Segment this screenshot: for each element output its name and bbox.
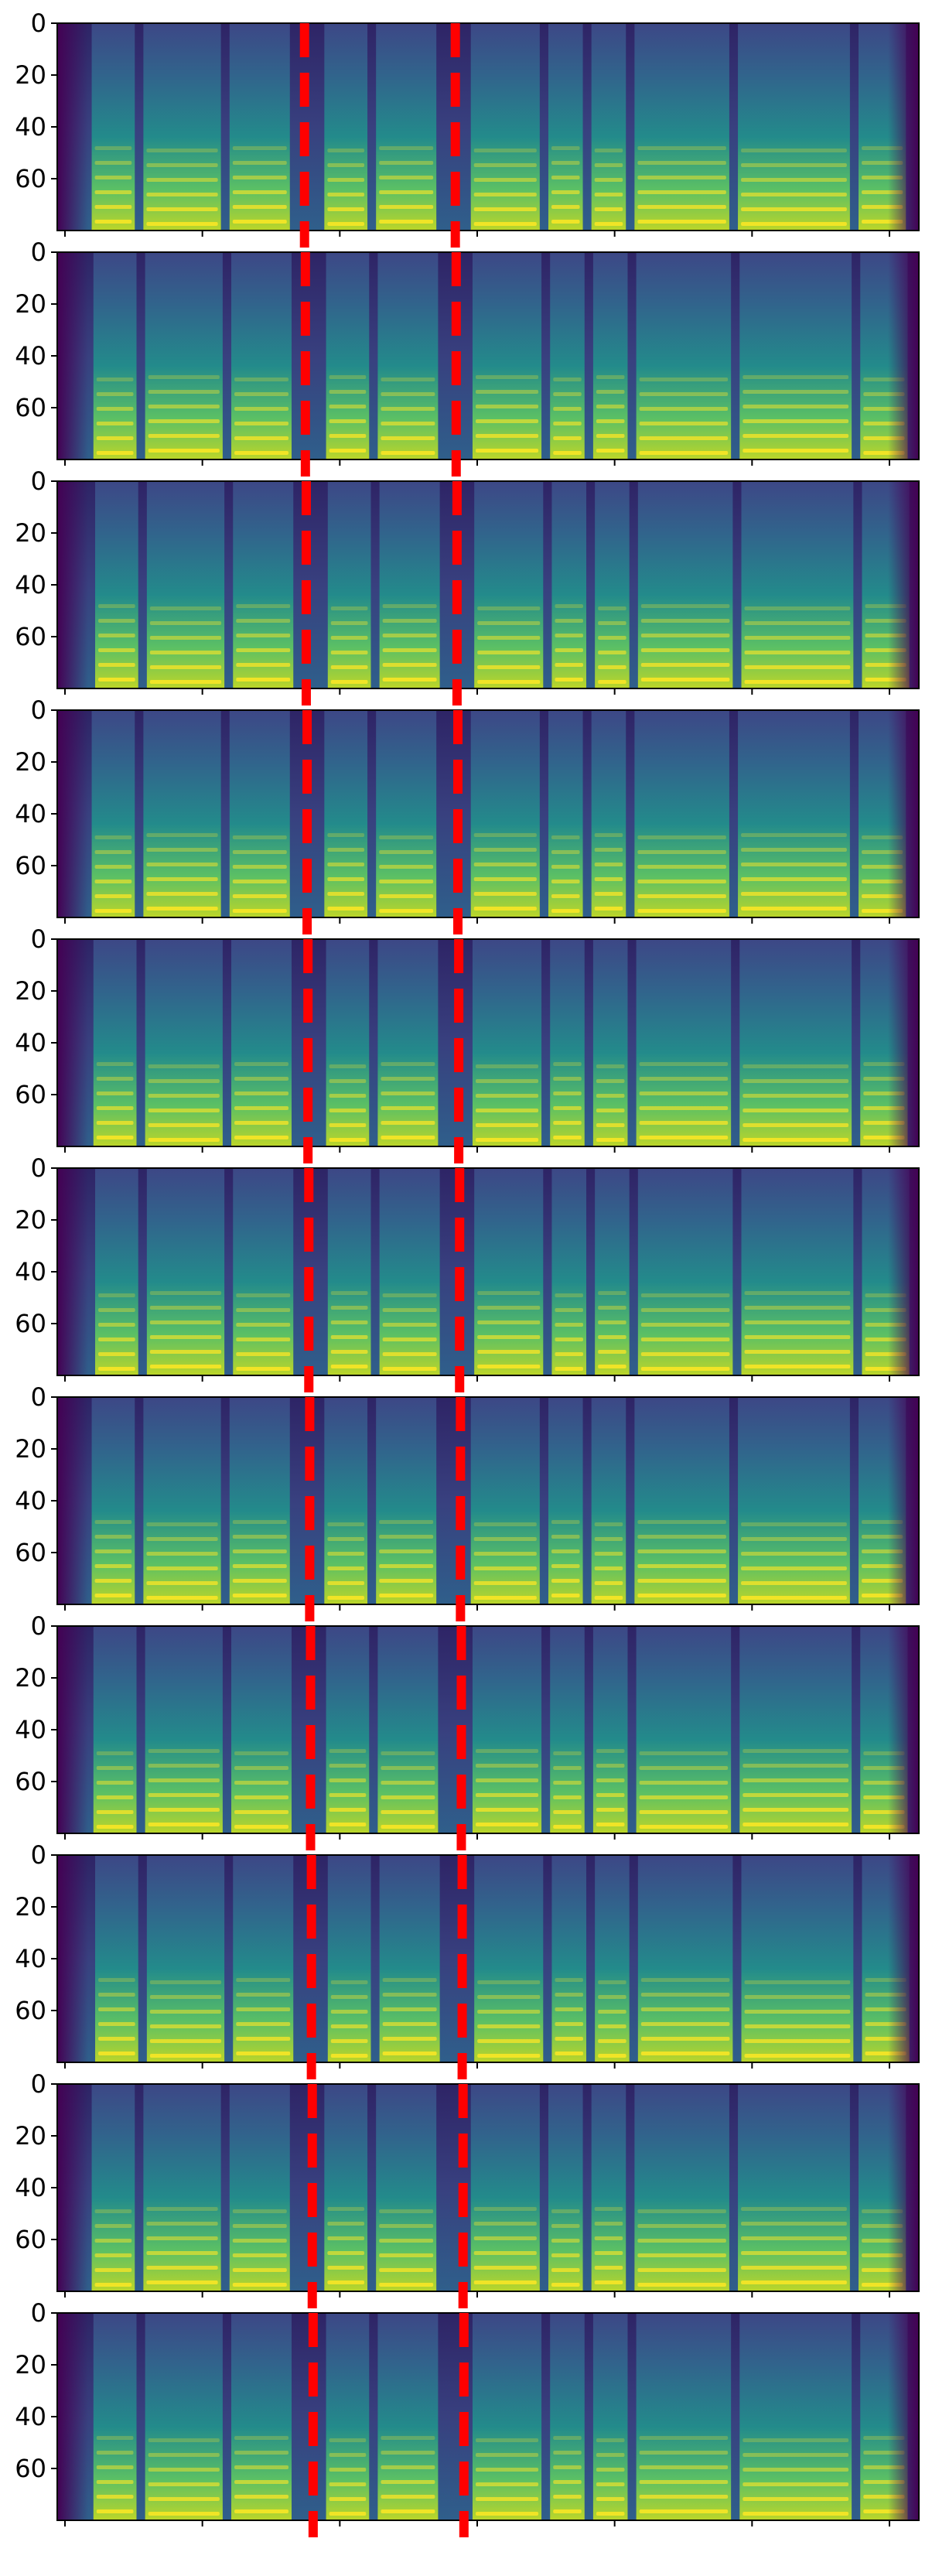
spectrogram-panel: 0 20 40 60 — [15, 1382, 920, 1621]
y-tick-label: 40 — [15, 2402, 46, 2431]
y-tick-label: 20 — [15, 60, 46, 90]
spectrogram-image — [57, 252, 919, 460]
y-tick-label: 20 — [15, 747, 46, 777]
spectrogram-image — [57, 2084, 919, 2291]
y-tick-label: 40 — [15, 570, 46, 600]
spectrogram-panel: 0 20 40 60 — [15, 1611, 920, 1850]
y-tick-label: 20 — [15, 2121, 46, 2151]
y-tick-label: 60 — [15, 1996, 46, 2025]
spectrogram-image — [57, 23, 919, 231]
y-tick-label: 0 — [31, 237, 46, 267]
y-tick-label: 0 — [31, 1611, 46, 1641]
y-tick-label: 60 — [15, 1767, 46, 1796]
y-tick-label: 0 — [31, 924, 46, 954]
spectrogram-image — [57, 1855, 919, 2062]
y-tick-label: 20 — [15, 976, 46, 1006]
y-tick-label: 60 — [15, 393, 46, 422]
y-tick-label: 0 — [31, 2298, 46, 2328]
y-tick-label: 0 — [31, 466, 46, 496]
spectrogram-panel: 0 20 40 60 — [15, 466, 920, 705]
spectrogram-image — [57, 2313, 919, 2520]
spectrogram-image — [57, 1168, 919, 1375]
y-tick-label: 0 — [31, 1382, 46, 1412]
y-tick-label: 20 — [15, 1892, 46, 1922]
y-tick-label: 40 — [15, 1715, 46, 1744]
spectrogram-panel: 0 20 40 60 — [15, 2298, 920, 2537]
y-tick-label: 40 — [15, 112, 46, 142]
y-tick-label: 60 — [15, 851, 46, 880]
y-tick-label: 60 — [15, 2454, 46, 2483]
spectrogram-image — [57, 1397, 919, 1604]
spectrogram-panel: 0 20 40 60 — [15, 2069, 920, 2308]
spectrogram-panel: 0 20 40 60 — [15, 237, 920, 477]
spectrogram-panel: 0 20 40 60 — [15, 924, 920, 1163]
panels-group: 0 20 40 60 0 20 40 60 0 20 40 60 0 20 40 60 0 20 40 60 0 20 40… — [15, 9, 920, 2537]
y-tick-label: 60 — [15, 1080, 46, 1109]
y-tick-label: 40 — [15, 1486, 46, 1515]
y-tick-label: 40 — [15, 1028, 46, 1057]
y-tick-label: 40 — [15, 799, 46, 828]
spectrogram-image — [57, 939, 919, 1146]
y-tick-label: 20 — [15, 1205, 46, 1235]
y-tick-label: 0 — [31, 2069, 46, 2099]
spectrogram-panel: 0 20 40 60 — [15, 1153, 920, 1392]
y-tick-label: 20 — [15, 1434, 46, 1464]
y-tick-label: 0 — [31, 1153, 46, 1183]
spectrogram-image — [57, 1626, 919, 1833]
y-tick-label: 20 — [15, 2350, 46, 2380]
y-tick-label: 20 — [15, 518, 46, 548]
spectrogram-image — [57, 710, 919, 917]
y-tick-label: 40 — [15, 2173, 46, 2202]
y-tick-label: 0 — [31, 9, 46, 38]
y-tick-label: 40 — [15, 1944, 46, 1973]
y-tick-label: 0 — [31, 1840, 46, 1870]
y-tick-label: 20 — [15, 1663, 46, 1693]
y-tick-label: 60 — [15, 1309, 46, 1338]
y-tick-label: 20 — [15, 289, 46, 319]
y-tick-label: 60 — [15, 622, 46, 651]
spectrogram-panel: 0 20 40 60 — [15, 9, 920, 248]
spectrogram-panel: 0 20 40 60 — [15, 695, 920, 934]
y-tick-label: 40 — [15, 341, 46, 371]
y-tick-label: 0 — [31, 695, 46, 725]
spectrogram-image — [57, 481, 919, 688]
y-tick-label: 60 — [15, 2225, 46, 2254]
y-tick-label: 60 — [15, 164, 46, 193]
y-tick-label: 60 — [15, 1538, 46, 1567]
spectrogram-panel: 0 20 40 60 — [15, 1840, 920, 2079]
y-tick-label: 40 — [15, 1257, 46, 1286]
